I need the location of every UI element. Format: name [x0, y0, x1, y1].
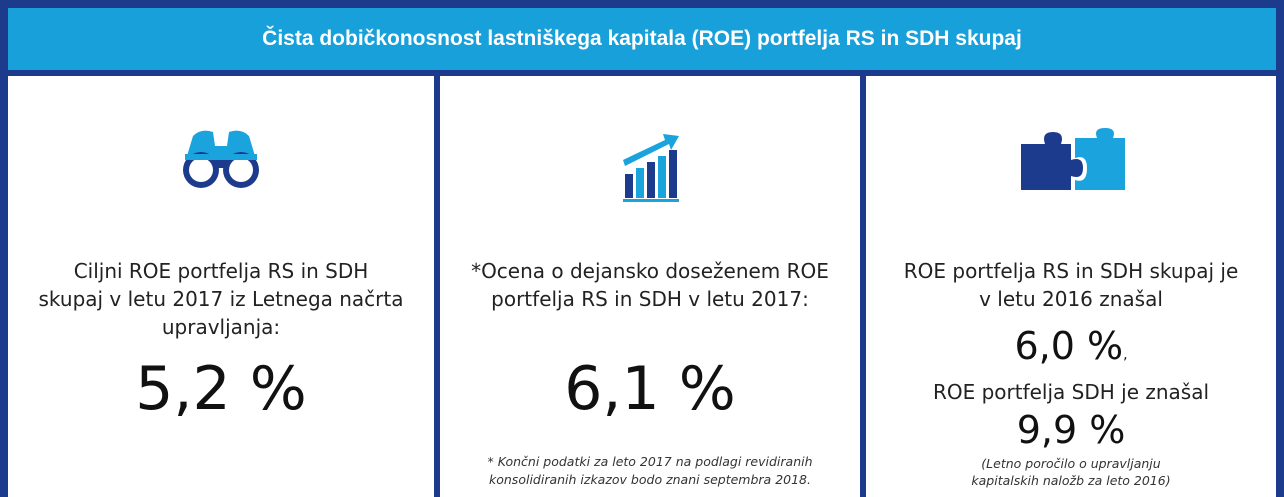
- footnote: (Letno poročilo o upravljanju: [981, 456, 1161, 471]
- text: v letu 2016 znašal: [979, 287, 1163, 311]
- value: 6,0 %,: [866, 324, 1276, 368]
- puzzle-icon: [1021, 128, 1125, 190]
- separator: ,: [1123, 347, 1128, 363]
- value: 9,9 %: [1016, 408, 1126, 452]
- value: 6,0 %: [1014, 324, 1124, 368]
- footnote: * Končni podatki za leto 2017 na podlagi…: [487, 454, 813, 469]
- footnote: kapitalskih naložb za leto 2016): [971, 473, 1171, 488]
- panel: ROE portfelja RS in SDH skupaj je v letu…: [866, 76, 1276, 497]
- value: 6,1 %: [564, 354, 736, 424]
- text: Ciljni ROE portfelja RS in SDH: [73, 259, 369, 283]
- text: upravljanja:: [161, 315, 281, 339]
- header-title: Čista dobičkonosnost lastniškega kapital…: [8, 8, 1276, 70]
- text: *Ocena o dejansko doseženem ROE: [471, 259, 829, 283]
- footnote: konsolidiranih izkazov bodo znani septem…: [489, 472, 811, 487]
- binoculars-icon: [183, 130, 259, 188]
- chart-icon: [623, 134, 679, 202]
- panel: Ciljni ROE portfelja RS in SDH skupaj v …: [8, 76, 434, 497]
- panel: *Ocena o dejansko doseženem ROE portfelj…: [440, 76, 860, 497]
- text: portfelja RS in SDH v letu 2017:: [491, 287, 809, 311]
- text: ROE portfelja RS in SDH skupaj je: [903, 259, 1239, 283]
- text: skupaj v letu 2017 iz Letnega načrta: [38, 287, 404, 311]
- value: 5,2 %: [135, 354, 307, 424]
- text: ROE portfelja SDH je znašal: [932, 380, 1210, 404]
